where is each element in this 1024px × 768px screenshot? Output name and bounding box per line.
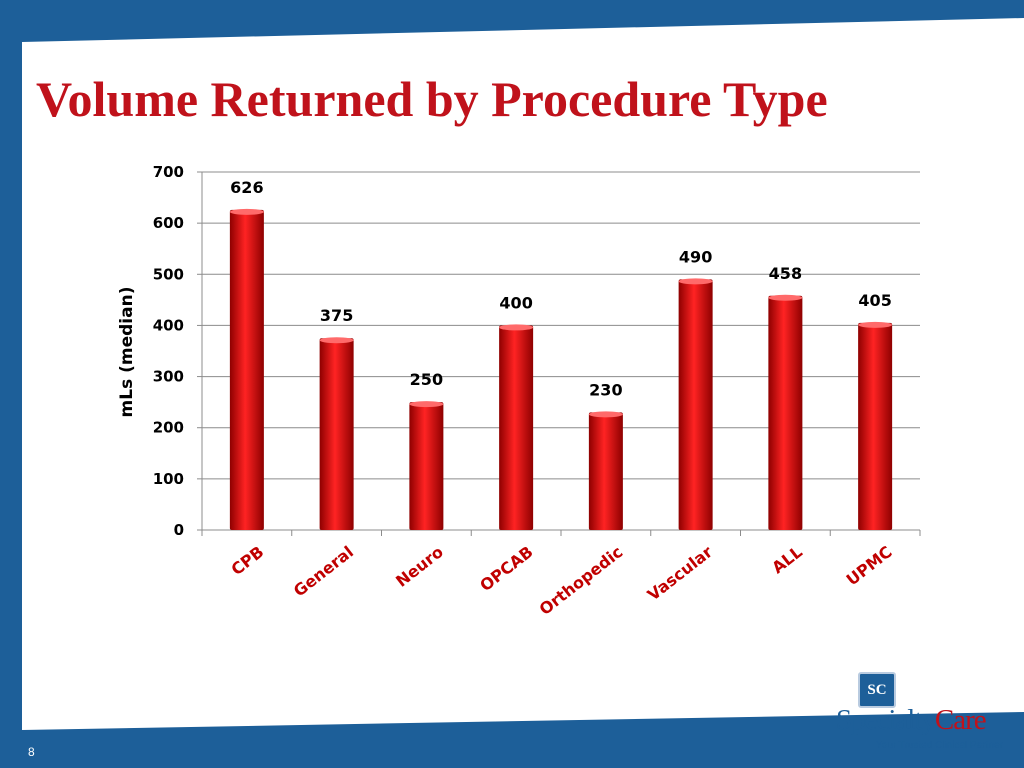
logo-tagline: Your Trusted Clinical Partner bbox=[876, 740, 1003, 751]
data-label: 490 bbox=[679, 247, 712, 266]
y-tick-label: 600 bbox=[153, 214, 184, 232]
data-label: 405 bbox=[858, 291, 891, 310]
specialtycare-logo: SC SpecialtyCare Your Trusted Clinical P… bbox=[836, 670, 1016, 760]
x-tick-label: OPCAB bbox=[476, 542, 536, 595]
gridlines bbox=[202, 171, 920, 480]
slide-title: Volume Returned by Procedure Type bbox=[36, 71, 828, 127]
y-tick-label: 100 bbox=[153, 470, 184, 488]
page-number: 8 bbox=[28, 745, 35, 759]
data-label: 230 bbox=[589, 380, 622, 399]
y-axis-title: mLs (median) bbox=[117, 287, 137, 418]
bar-top-highlight bbox=[319, 337, 354, 344]
axes bbox=[197, 171, 921, 536]
data-label: 626 bbox=[230, 178, 263, 197]
bar-top-highlight bbox=[678, 278, 713, 285]
data-label: 400 bbox=[499, 293, 532, 312]
bar-top-highlight bbox=[588, 411, 623, 418]
x-tick-label: General bbox=[290, 542, 357, 600]
x-tick-label: Neuro bbox=[392, 542, 447, 591]
y-tick-label: 500 bbox=[153, 265, 184, 283]
bar-cpb bbox=[229, 209, 264, 531]
data-label: 375 bbox=[320, 306, 353, 325]
bar-upmc bbox=[858, 322, 893, 530]
data-label: 458 bbox=[769, 264, 802, 283]
bar-all bbox=[768, 295, 803, 530]
x-tick-label: ALL bbox=[768, 542, 806, 577]
logo-name: SpecialtyCare bbox=[836, 704, 987, 736]
y-tick-label: 200 bbox=[153, 419, 184, 437]
bar-top-highlight bbox=[768, 294, 803, 301]
data-label: 250 bbox=[410, 370, 443, 389]
bar-vascular bbox=[678, 279, 713, 530]
bar-orthopedic bbox=[588, 412, 623, 530]
bar-top-highlight bbox=[499, 324, 534, 331]
logo-badge: SC bbox=[858, 672, 896, 708]
y-tick-label: 300 bbox=[153, 368, 184, 386]
bar-general bbox=[319, 338, 354, 530]
bar-neuro bbox=[409, 402, 444, 530]
y-tick-label: 0 bbox=[174, 521, 184, 539]
x-tick-label: CPB bbox=[228, 542, 268, 579]
bar-opcab bbox=[499, 325, 534, 530]
x-tick-label: Orthopedic bbox=[536, 542, 627, 619]
bars bbox=[229, 208, 893, 531]
bar-top-highlight bbox=[858, 321, 893, 328]
bar-top-highlight bbox=[409, 401, 444, 408]
x-tick-label: Vascular bbox=[644, 542, 716, 604]
bar-top-highlight bbox=[229, 208, 264, 215]
y-tick-label: 700 bbox=[153, 163, 184, 181]
y-tick-label: 400 bbox=[153, 316, 184, 334]
x-tick-label: UPMC bbox=[843, 542, 896, 589]
